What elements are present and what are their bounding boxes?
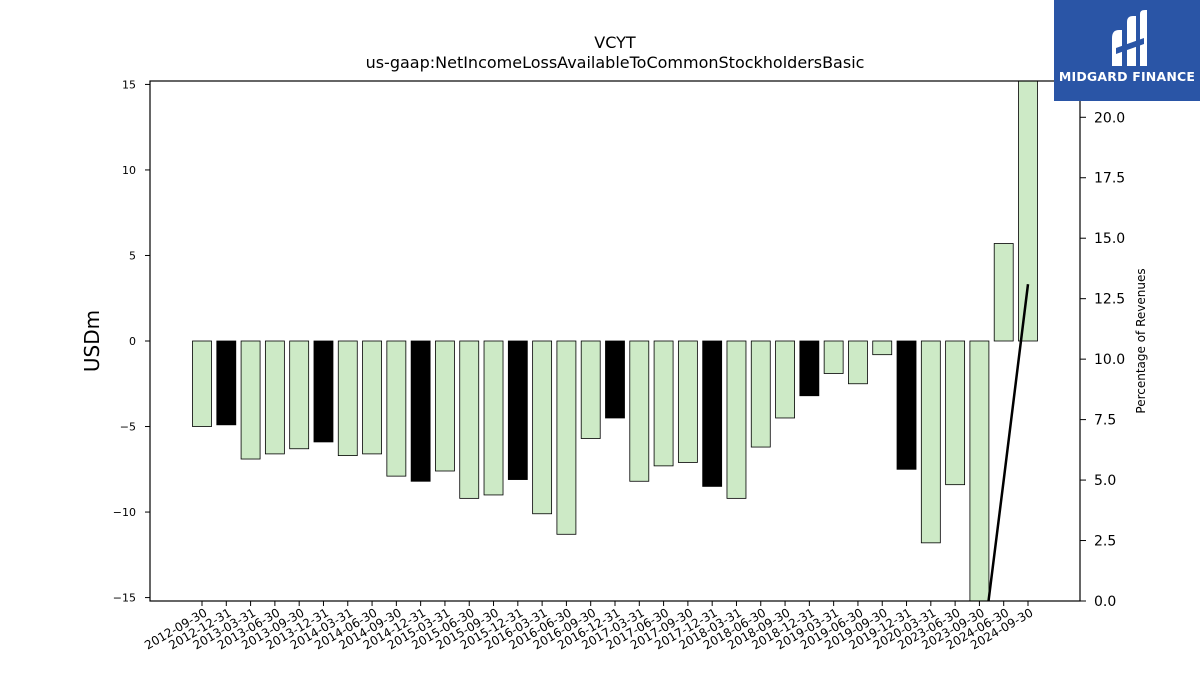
- bar-2016-06-30: [556, 340, 577, 535]
- y2-tick-label: 17.5: [1094, 171, 1125, 187]
- y-axis-label: USDm: [80, 310, 104, 372]
- bar-2013-06-30: [264, 340, 285, 455]
- chart-subtitle: us-gaap:NetIncomeLossAvailableToCommonSt…: [366, 53, 865, 72]
- bar-2017-09-30: [677, 340, 698, 463]
- chart-title: VCYT: [594, 33, 636, 52]
- bar-2017-03-31: [629, 340, 650, 482]
- y2-axis-label: Percentage of Revenues: [1134, 268, 1148, 413]
- bar-2018-06-30: [750, 340, 771, 448]
- bar-2012-09-30: [192, 340, 212, 427]
- bar-2014-03-31: [337, 340, 358, 457]
- y2-tick-label: 10.0: [1094, 352, 1125, 368]
- y2-tick-label: 7.5: [1094, 413, 1116, 429]
- y-tick-label: 0: [129, 335, 136, 348]
- bar-2020-03-31: [920, 340, 941, 544]
- brand-name: MIDGARD FINANCE: [1058, 69, 1196, 84]
- bar-2014-12-31: [410, 340, 431, 482]
- y2-tick-label: 12.5: [1094, 292, 1125, 308]
- y-tick-label: −5: [120, 421, 136, 434]
- logo-mark-icon: [1112, 10, 1147, 66]
- bar-2013-03-31: [240, 340, 261, 460]
- y-axis: −15 −10 −5 0 5 10 15: [113, 78, 150, 605]
- y2-axis: 0.0 2.5 5.0 7.5 10.0 12.5 15.0 17.5 20.0: [1080, 110, 1125, 610]
- bars-group: [192, 81, 1038, 601]
- bar-2018-12-31: [799, 340, 820, 397]
- bar-2019-03-31: [823, 340, 844, 374]
- bar-2016-03-31: [532, 340, 553, 515]
- bar-2016-12-31: [605, 340, 625, 419]
- y2-tick-label: 5.0: [1094, 473, 1116, 489]
- bar-2015-12-31: [507, 340, 528, 480]
- percentage-line: [987, 284, 1030, 601]
- bar-2018-09-30: [775, 340, 795, 419]
- brand-logo: MIDGARD FINANCE: [1054, 0, 1200, 101]
- x-axis: 2012-09-302012-12-312013-03-312013-06-30…: [142, 601, 1036, 652]
- y-tick-label: 10: [122, 164, 136, 177]
- bar-2012-12-31: [216, 340, 237, 426]
- bar-2019-09-30: [872, 340, 893, 356]
- y-tick-label: 15: [122, 78, 136, 91]
- y-tick-label: 5: [129, 249, 136, 262]
- bar-2018-03-31: [726, 340, 747, 499]
- y2-tick-label: 20.0: [1094, 110, 1125, 126]
- line-group: [987, 284, 1030, 601]
- bar-2014-09-30: [386, 340, 407, 477]
- bar-2019-06-30: [848, 340, 868, 385]
- bar-2014-06-30: [362, 340, 382, 455]
- bar-2019-12-31: [896, 340, 917, 470]
- bar-2023-06-30: [945, 340, 966, 486]
- y2-tick-label: 15.0: [1094, 231, 1125, 247]
- bar-2015-09-30: [483, 340, 504, 496]
- bar-2013-12-31: [313, 340, 334, 443]
- bar-2017-06-30: [653, 340, 674, 467]
- bar-2023-09-30: [969, 340, 990, 601]
- bar-2015-03-31: [435, 340, 455, 472]
- bar-2017-12-31: [702, 340, 723, 487]
- y2-tick-label: 0.0: [1094, 594, 1116, 610]
- bar-2024-09-30: [1018, 81, 1038, 342]
- y-tick-label: −15: [113, 592, 136, 605]
- bar-2015-06-30: [459, 340, 480, 499]
- y-tick-label: −10: [113, 506, 136, 519]
- bar-2016-09-30: [580, 340, 601, 439]
- y2-tick-label: 2.5: [1094, 534, 1116, 550]
- bar-2024-06-30: [993, 243, 1014, 342]
- bar-2013-09-30: [289, 340, 310, 450]
